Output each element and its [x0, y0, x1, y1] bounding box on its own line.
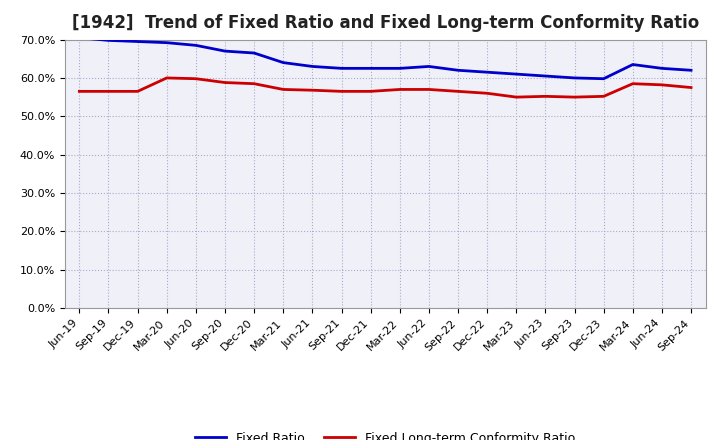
Fixed Long-term Conformity Ratio	[657, 82, 666, 88]
Fixed Long-term Conformity Ratio	[570, 95, 579, 100]
Fixed Ratio	[163, 40, 171, 45]
Fixed Long-term Conformity Ratio	[308, 88, 317, 93]
Fixed Ratio	[425, 64, 433, 69]
Fixed Ratio	[366, 66, 375, 71]
Fixed Long-term Conformity Ratio	[220, 80, 229, 85]
Fixed Long-term Conformity Ratio	[454, 89, 462, 94]
Fixed Long-term Conformity Ratio	[629, 81, 637, 86]
Fixed Ratio	[629, 62, 637, 67]
Fixed Long-term Conformity Ratio	[599, 94, 608, 99]
Line: Fixed Ratio: Fixed Ratio	[79, 38, 691, 79]
Fixed Ratio	[192, 43, 200, 48]
Fixed Ratio	[75, 35, 84, 40]
Fixed Ratio	[133, 39, 142, 44]
Fixed Ratio	[308, 64, 317, 69]
Fixed Ratio	[395, 66, 404, 71]
Fixed Ratio	[337, 66, 346, 71]
Fixed Long-term Conformity Ratio	[483, 91, 492, 96]
Fixed Ratio	[483, 70, 492, 75]
Fixed Long-term Conformity Ratio	[337, 89, 346, 94]
Fixed Long-term Conformity Ratio	[192, 76, 200, 81]
Fixed Ratio	[599, 76, 608, 81]
Fixed Ratio	[220, 48, 229, 54]
Fixed Long-term Conformity Ratio	[395, 87, 404, 92]
Fixed Ratio	[512, 71, 521, 77]
Fixed Long-term Conformity Ratio	[687, 85, 696, 90]
Fixed Long-term Conformity Ratio	[163, 75, 171, 81]
Fixed Long-term Conformity Ratio	[133, 89, 142, 94]
Fixed Long-term Conformity Ratio	[250, 81, 258, 86]
Fixed Long-term Conformity Ratio	[366, 89, 375, 94]
Legend: Fixed Ratio, Fixed Long-term Conformity Ratio: Fixed Ratio, Fixed Long-term Conformity …	[190, 427, 580, 440]
Fixed Long-term Conformity Ratio	[541, 94, 550, 99]
Fixed Long-term Conformity Ratio	[425, 87, 433, 92]
Fixed Ratio	[104, 38, 113, 43]
Fixed Long-term Conformity Ratio	[512, 95, 521, 100]
Fixed Ratio	[687, 68, 696, 73]
Title: [1942]  Trend of Fixed Ratio and Fixed Long-term Conformity Ratio: [1942] Trend of Fixed Ratio and Fixed Lo…	[71, 15, 699, 33]
Fixed Ratio	[570, 75, 579, 81]
Fixed Ratio	[541, 73, 550, 79]
Fixed Long-term Conformity Ratio	[75, 89, 84, 94]
Fixed Ratio	[250, 50, 258, 55]
Fixed Ratio	[657, 66, 666, 71]
Fixed Ratio	[279, 60, 287, 65]
Line: Fixed Long-term Conformity Ratio: Fixed Long-term Conformity Ratio	[79, 78, 691, 97]
Fixed Long-term Conformity Ratio	[279, 87, 287, 92]
Fixed Ratio	[454, 68, 462, 73]
Fixed Long-term Conformity Ratio	[104, 89, 113, 94]
